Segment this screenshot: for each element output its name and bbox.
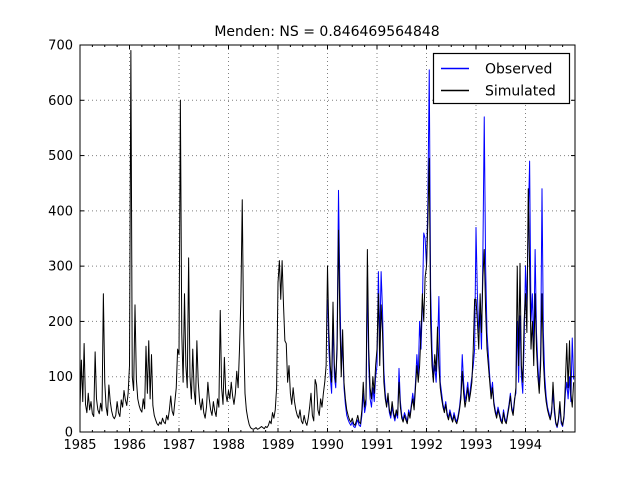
series-line-observed	[327, 69, 575, 429]
x-tick-label-1988: 1988	[212, 438, 245, 453]
data-series	[79, 50, 575, 430]
y-tick-label-600: 600	[48, 94, 73, 109]
chart-title: Menden: NS = 0.846469564848	[214, 24, 439, 40]
gridlines	[80, 45, 575, 432]
x-tick-label-1991: 1991	[360, 438, 393, 453]
axis-ticks	[79, 44, 576, 433]
legend: Observed Simulated	[432, 52, 571, 105]
legend-label-simulated: Simulated	[485, 84, 556, 100]
x-tick-label-1994: 1994	[509, 438, 542, 453]
x-tick-label-1993: 1993	[459, 438, 492, 453]
x-tick-label-1986: 1986	[113, 438, 146, 453]
series-line-simulated	[79, 50, 575, 430]
y-tick-label-700: 700	[48, 39, 73, 54]
legend-label-observed: Observed	[485, 62, 552, 78]
y-tick-label-0: 0	[65, 426, 73, 441]
x-tick-label-1992: 1992	[410, 438, 443, 453]
y-axis-tick-labels: 0 100 200 300 400 500 600 700	[48, 39, 73, 441]
x-axis-tick-labels: 1985 1986 1987 1988 1989 1990 1991 1992 1993 1994	[63, 438, 542, 453]
x-tick-label-1987: 1987	[162, 438, 195, 453]
x-tick-label-1989: 1989	[261, 438, 294, 453]
y-tick-label-300: 300	[48, 260, 73, 275]
x-tick-label-1990: 1990	[311, 438, 344, 453]
y-tick-label-100: 100	[48, 370, 73, 385]
legend-frame	[432, 52, 571, 105]
x-tick-label-1985: 1985	[63, 438, 96, 453]
y-tick-label-400: 400	[48, 204, 73, 219]
y-tick-label-500: 500	[48, 149, 73, 164]
y-tick-label-200: 200	[48, 315, 73, 330]
